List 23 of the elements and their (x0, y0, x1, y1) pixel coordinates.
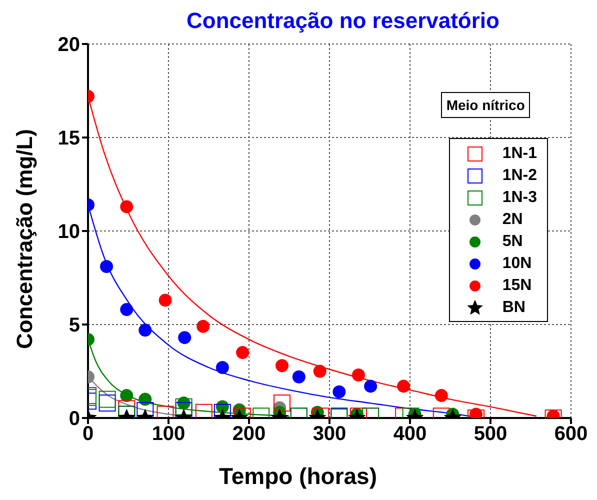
legend-label: 1N-1 (502, 145, 537, 163)
legend-label: 10N (502, 255, 532, 273)
legend-label: 15N (502, 277, 532, 295)
y-tick-label: 0 (68, 408, 80, 430)
x-tick-label: 100 (152, 423, 186, 446)
x-tick-label: 600 (554, 423, 588, 446)
legend-label: 2N (502, 211, 523, 229)
x-tick-label: 300 (312, 423, 346, 446)
x-tick-label: 400 (393, 423, 427, 446)
y-tick-label: 5 (68, 314, 80, 337)
legend-label: 5N (502, 233, 523, 251)
legend-label: BN (502, 299, 526, 317)
chart-title: Concentração no reservatório (186, 8, 500, 34)
y-tick-label: 15 (58, 128, 80, 150)
y-axis-title: Concentração (mg/L) (12, 128, 38, 352)
x-tick-label: 500 (474, 423, 508, 446)
legend-label: 1N-3 (502, 189, 537, 207)
x-tick-label: 200 (232, 423, 266, 446)
y-tick-label: 20 (58, 34, 80, 56)
x-axis-title: Tempo (horas) (218, 463, 378, 490)
legend-label: 1N-2 (502, 167, 537, 185)
y-tick-label: 10 (58, 221, 80, 244)
legend-title: Meio nítrico (441, 92, 530, 118)
